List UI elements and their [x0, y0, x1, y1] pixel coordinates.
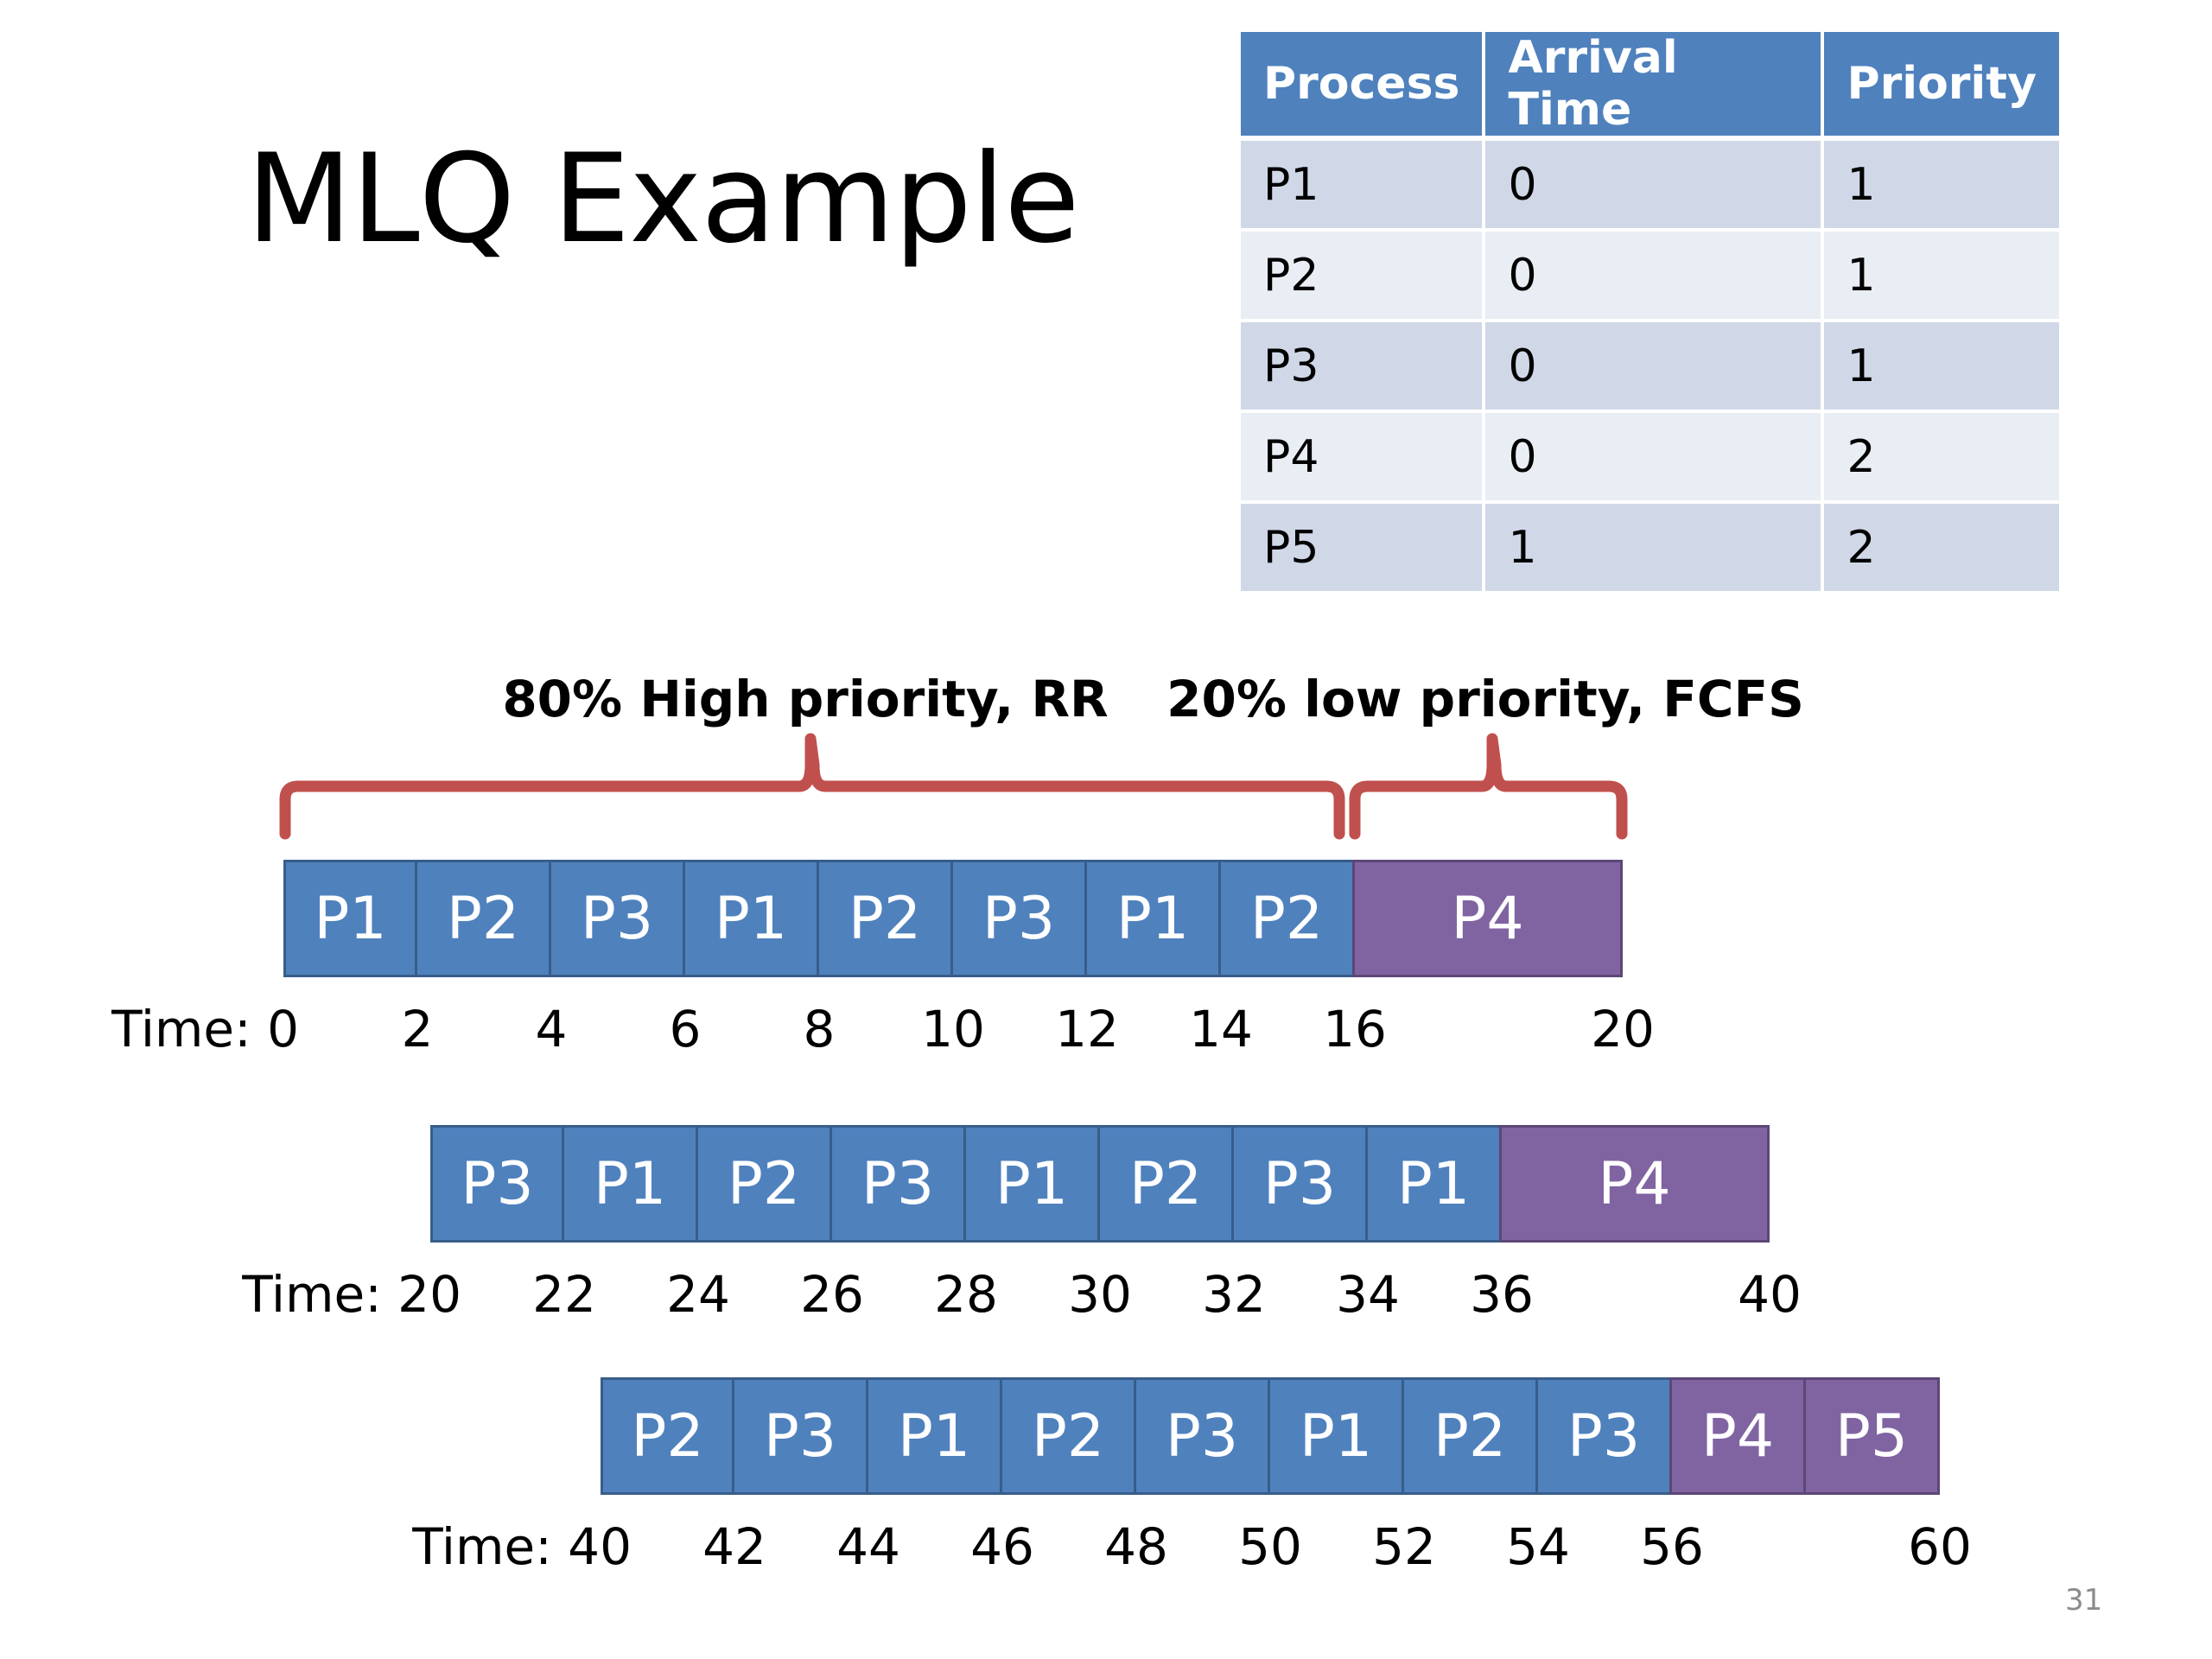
time-tick-label: 50: [1238, 1517, 1302, 1576]
time-tick-label: 40: [1738, 1265, 1802, 1324]
time-tick-label: 22: [532, 1265, 596, 1324]
time-tick-label: 52: [1372, 1517, 1436, 1576]
cell-priority: 1: [1824, 322, 2060, 413]
time-tick-label: 46: [970, 1517, 1034, 1576]
gantt-segment-p2: P2: [1000, 1377, 1136, 1495]
gantt-segment-p1: P1: [963, 1125, 1100, 1243]
time-tick-label: 30: [1068, 1265, 1132, 1324]
gantt-segment-p2: P2: [1097, 1125, 1234, 1243]
time-tick-label: 20: [1591, 1000, 1655, 1058]
gantt-segment-p3: P3: [950, 860, 1087, 977]
table-row: P5 1 2: [1241, 504, 2060, 594]
gantt-segment-p5: P5: [1803, 1377, 1940, 1495]
time-prefix-label: Time: 0: [111, 1000, 299, 1058]
table-row: P4 0 2: [1241, 413, 2060, 504]
gantt-segment-p2: P2: [415, 860, 551, 977]
time-tick-label: 24: [666, 1265, 730, 1324]
gantt-segment-p3: P3: [732, 1377, 868, 1495]
time-tick-label: 4: [535, 1000, 568, 1058]
header-process: Process: [1241, 32, 1486, 141]
gantt-segment-p2: P2: [601, 1377, 734, 1495]
time-tick-label: 10: [921, 1000, 985, 1058]
gantt-segment-p2: P2: [1402, 1377, 1538, 1495]
cell-process: P2: [1241, 232, 1486, 322]
time-tick-label: 6: [669, 1000, 702, 1058]
gantt-segment-p1: P1: [283, 860, 417, 977]
time-tick-label: 28: [934, 1265, 998, 1324]
cell-arrival: 0: [1485, 141, 1825, 232]
time-tick-label: 42: [702, 1517, 766, 1576]
low-priority-label: 20% low priority, FCFS: [1166, 670, 1804, 728]
gantt-segment-p4: P4: [1499, 1125, 1770, 1243]
time-tick-label: 54: [1506, 1517, 1570, 1576]
time-prefix-label: Time: 20: [242, 1265, 461, 1324]
time-tick-label: 16: [1323, 1000, 1387, 1058]
cell-process: P1: [1241, 141, 1486, 232]
gantt-row-1: P1 P2 P3 P1 P2 P3 P1 P2 P4: [283, 860, 1623, 977]
time-tick-label: 36: [1470, 1265, 1534, 1324]
table-row: P3 0 1: [1241, 322, 2060, 413]
time-tick-label: 8: [803, 1000, 836, 1058]
gantt-segment-p3: P3: [830, 1125, 966, 1243]
cell-priority: 1: [1824, 232, 2060, 322]
gantt-segment-p1: P1: [1365, 1125, 1502, 1243]
gantt-segment-p3: P3: [1231, 1125, 1368, 1243]
cell-arrival: 0: [1485, 232, 1825, 322]
cell-process: P5: [1241, 504, 1486, 594]
gantt-segment-p3: P3: [549, 860, 685, 977]
gantt-row-2: P3 P1 P2 P3 P1 P2 P3 P1 P4: [430, 1125, 1770, 1243]
table-header-row: Process Arrival Time Priority: [1241, 32, 2060, 141]
header-arrival-time: Arrival Time: [1485, 32, 1825, 141]
gantt-segment-p3: P3: [1535, 1377, 1672, 1495]
cell-process: P3: [1241, 322, 1486, 413]
header-priority: Priority: [1824, 32, 2060, 141]
time-tick-label: 14: [1189, 1000, 1253, 1058]
table-row: P2 0 1: [1241, 232, 2060, 322]
time-prefix-label: Time: 40: [412, 1517, 632, 1576]
gantt-segment-p2: P2: [696, 1125, 832, 1243]
cell-priority: 1: [1824, 141, 2060, 232]
cell-priority: 2: [1824, 413, 2060, 504]
gantt-segment-p1: P1: [1084, 860, 1221, 977]
gantt-segment-p4: P4: [1669, 1377, 1806, 1495]
slide-title: MLQ Example: [246, 128, 1080, 270]
cell-priority: 2: [1824, 504, 2060, 594]
low-priority-brace: [1349, 733, 1628, 840]
time-tick-label: 12: [1055, 1000, 1119, 1058]
time-tick-label: 48: [1104, 1517, 1168, 1576]
gantt-segment-p2: P2: [1218, 860, 1355, 977]
gantt-segment-p4: P4: [1352, 860, 1623, 977]
cell-arrival: 0: [1485, 322, 1825, 413]
process-table: Process Arrival Time Priority P1 0 1 P2 …: [1241, 32, 2060, 594]
cell-arrival: 0: [1485, 413, 1825, 504]
gantt-segment-p3: P3: [430, 1125, 564, 1243]
gantt-segment-p1: P1: [683, 860, 819, 977]
time-tick-label: 32: [1202, 1265, 1266, 1324]
time-tick-label: 44: [836, 1517, 900, 1576]
time-tick-label: 60: [1908, 1517, 1972, 1576]
cell-process: P4: [1241, 413, 1486, 504]
page-number: 31: [2065, 1583, 2103, 1618]
table-row: P1 0 1: [1241, 141, 2060, 232]
gantt-segment-p3: P3: [1134, 1377, 1270, 1495]
time-tick-label: 34: [1336, 1265, 1400, 1324]
gantt-row-3: P2 P3 P1 P2 P3 P1 P2 P3 P4 P5: [601, 1377, 1940, 1495]
high-priority-label: 80% High priority, RR: [502, 670, 1109, 728]
time-tick-label: 56: [1640, 1517, 1704, 1576]
time-tick-label: 26: [800, 1265, 864, 1324]
gantt-segment-p1: P1: [1268, 1377, 1404, 1495]
gantt-segment-p1: P1: [562, 1125, 698, 1243]
gantt-segment-p1: P1: [866, 1377, 1002, 1495]
high-priority-brace: [279, 733, 1345, 840]
cell-arrival: 1: [1485, 504, 1825, 594]
time-tick-label: 2: [401, 1000, 434, 1058]
gantt-segment-p2: P2: [817, 860, 953, 977]
